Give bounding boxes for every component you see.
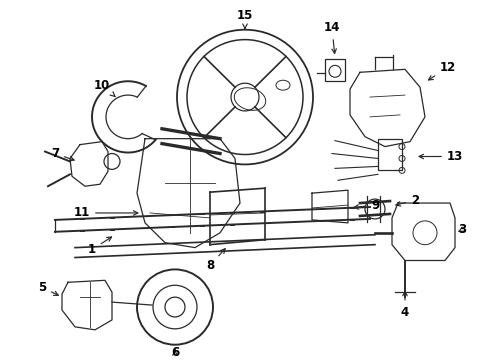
Text: 14: 14 [324, 21, 340, 53]
Text: 9: 9 [354, 198, 379, 212]
Bar [378, 139, 402, 170]
Text: 1: 1 [88, 237, 112, 256]
Text: 4: 4 [401, 291, 409, 319]
Text: 3: 3 [458, 223, 466, 236]
Text: 6: 6 [171, 346, 179, 359]
Text: 12: 12 [428, 61, 456, 80]
Text: 10: 10 [94, 79, 115, 96]
Text: 2: 2 [396, 194, 419, 207]
Text: 7: 7 [51, 147, 74, 161]
Text: 8: 8 [206, 249, 225, 272]
Text: 15: 15 [237, 9, 253, 28]
Text: 11: 11 [74, 206, 138, 220]
Text: 5: 5 [38, 281, 58, 295]
Bar [325, 59, 345, 81]
Text: 13: 13 [419, 150, 463, 163]
